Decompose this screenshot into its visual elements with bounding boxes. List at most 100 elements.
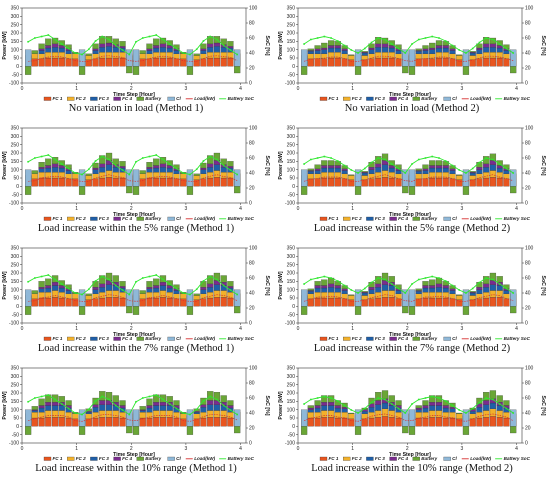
x-tick-label: 0 [21,86,24,92]
y-tick-label: 300 [11,254,20,260]
bar-fc3 [435,287,443,293]
bar-battery [186,66,194,75]
y-tick-label: 0 [16,424,19,430]
bar-battery [429,42,436,49]
legend-swatch [136,456,144,461]
bar-battery [105,272,113,281]
bar-fc3 [422,287,429,293]
bar-fc2 [483,410,490,418]
bar-fc1 [112,177,119,187]
bar-fc2 [105,410,113,418]
bar-cl [301,49,308,67]
bar-fc2 [99,292,106,299]
bar-fc4 [368,167,375,170]
bar-fc2 [483,292,490,299]
bar-fc3 [442,47,449,53]
bar-fc1 [321,417,328,427]
bar-fc1 [442,177,449,187]
bar-battery [510,186,517,194]
bar-fc3 [65,170,72,174]
y2-tick-label: 100 [525,126,534,132]
bar-battery [469,171,476,173]
bar-fc2 [159,410,167,418]
y2-tick-label: 80 [525,141,531,147]
bar-fc1 [442,297,449,307]
bar-fc2 [72,413,79,419]
x-tick-label: 2 [130,206,133,212]
bar-fc2 [381,52,389,59]
bar-fc1 [361,418,368,427]
bar-fc1 [180,58,187,67]
y2-tick-label: 80 [525,21,531,27]
bar-battery [348,54,355,56]
bar-cl [78,49,86,67]
bar-fc4 [51,282,59,286]
bar-fc2 [207,292,214,299]
bar-battery [327,160,335,166]
bar-fc1 [503,178,510,187]
bar-fc1 [92,417,99,427]
bar-battery [58,280,65,286]
bar-battery [456,174,463,176]
bar-fc1 [415,417,422,427]
y-tick-label: 200 [287,31,296,37]
legend-swatch [136,216,144,221]
chart-6: -100-50050100150200250300350020406080100… [278,246,546,341]
y2-tick-label: 20 [249,186,255,192]
x-tick-label: 4 [515,326,518,332]
legend-swatch [167,456,175,461]
bar-fc2 [483,172,490,179]
bar-fc3 [489,47,497,53]
bar-fc4 [334,405,341,409]
bar-fc3 [388,285,395,291]
bar-cl [301,169,308,187]
bar-fc4 [334,45,341,49]
bar-fc4 [38,48,45,51]
bar-fc2 [415,293,422,299]
bar-fc1 [173,178,180,187]
caption-4: Load increase within the 5% range (Metho… [313,223,511,234]
bar-fc4 [200,404,207,408]
bar-fc4 [321,285,328,289]
bar-battery [78,426,86,435]
bar-fc3 [381,402,389,409]
legend-swatch [319,336,328,341]
bar-fc4 [227,405,234,409]
bar-fc2 [51,410,59,418]
bar-battery [321,42,328,49]
bar-battery [348,412,355,414]
bar-fc3 [321,405,328,411]
y-tick-label: 250 [11,142,20,148]
bar-fc3 [314,170,321,174]
y-tick-label: -50 [12,432,19,438]
y2-tick-label: 20 [249,66,255,72]
bar-fc1 [388,177,395,187]
bar-fc4 [119,166,126,169]
bar-battery [361,171,368,173]
caption-2: No variation in load (Method 2) [344,103,480,114]
bar-battery [234,426,241,434]
legend-label: FC 3 [99,456,109,461]
legend-swatch [90,336,98,341]
bar-battery [496,276,503,283]
bar-battery [307,288,314,291]
bar-battery [45,158,52,166]
bar-fc2 [456,413,463,419]
bar-fc1 [449,417,456,427]
bar-fc3 [489,164,497,171]
legend-label: Load(kW) [470,216,491,221]
bar-fc4 [435,402,443,406]
bar-fc3 [375,404,382,411]
bar-battery [496,40,503,46]
bar-fc3 [429,49,436,54]
bar-fc1 [200,298,207,307]
bar-battery [58,40,65,46]
bar-battery [213,272,221,281]
bar-fc3 [38,168,45,173]
bar-fc2 [227,292,234,299]
bar-fc3 [469,292,476,296]
bar-battery [153,158,160,166]
caption-1: No variation in load (Method 1) [68,103,204,114]
bar-fc1 [388,417,395,427]
